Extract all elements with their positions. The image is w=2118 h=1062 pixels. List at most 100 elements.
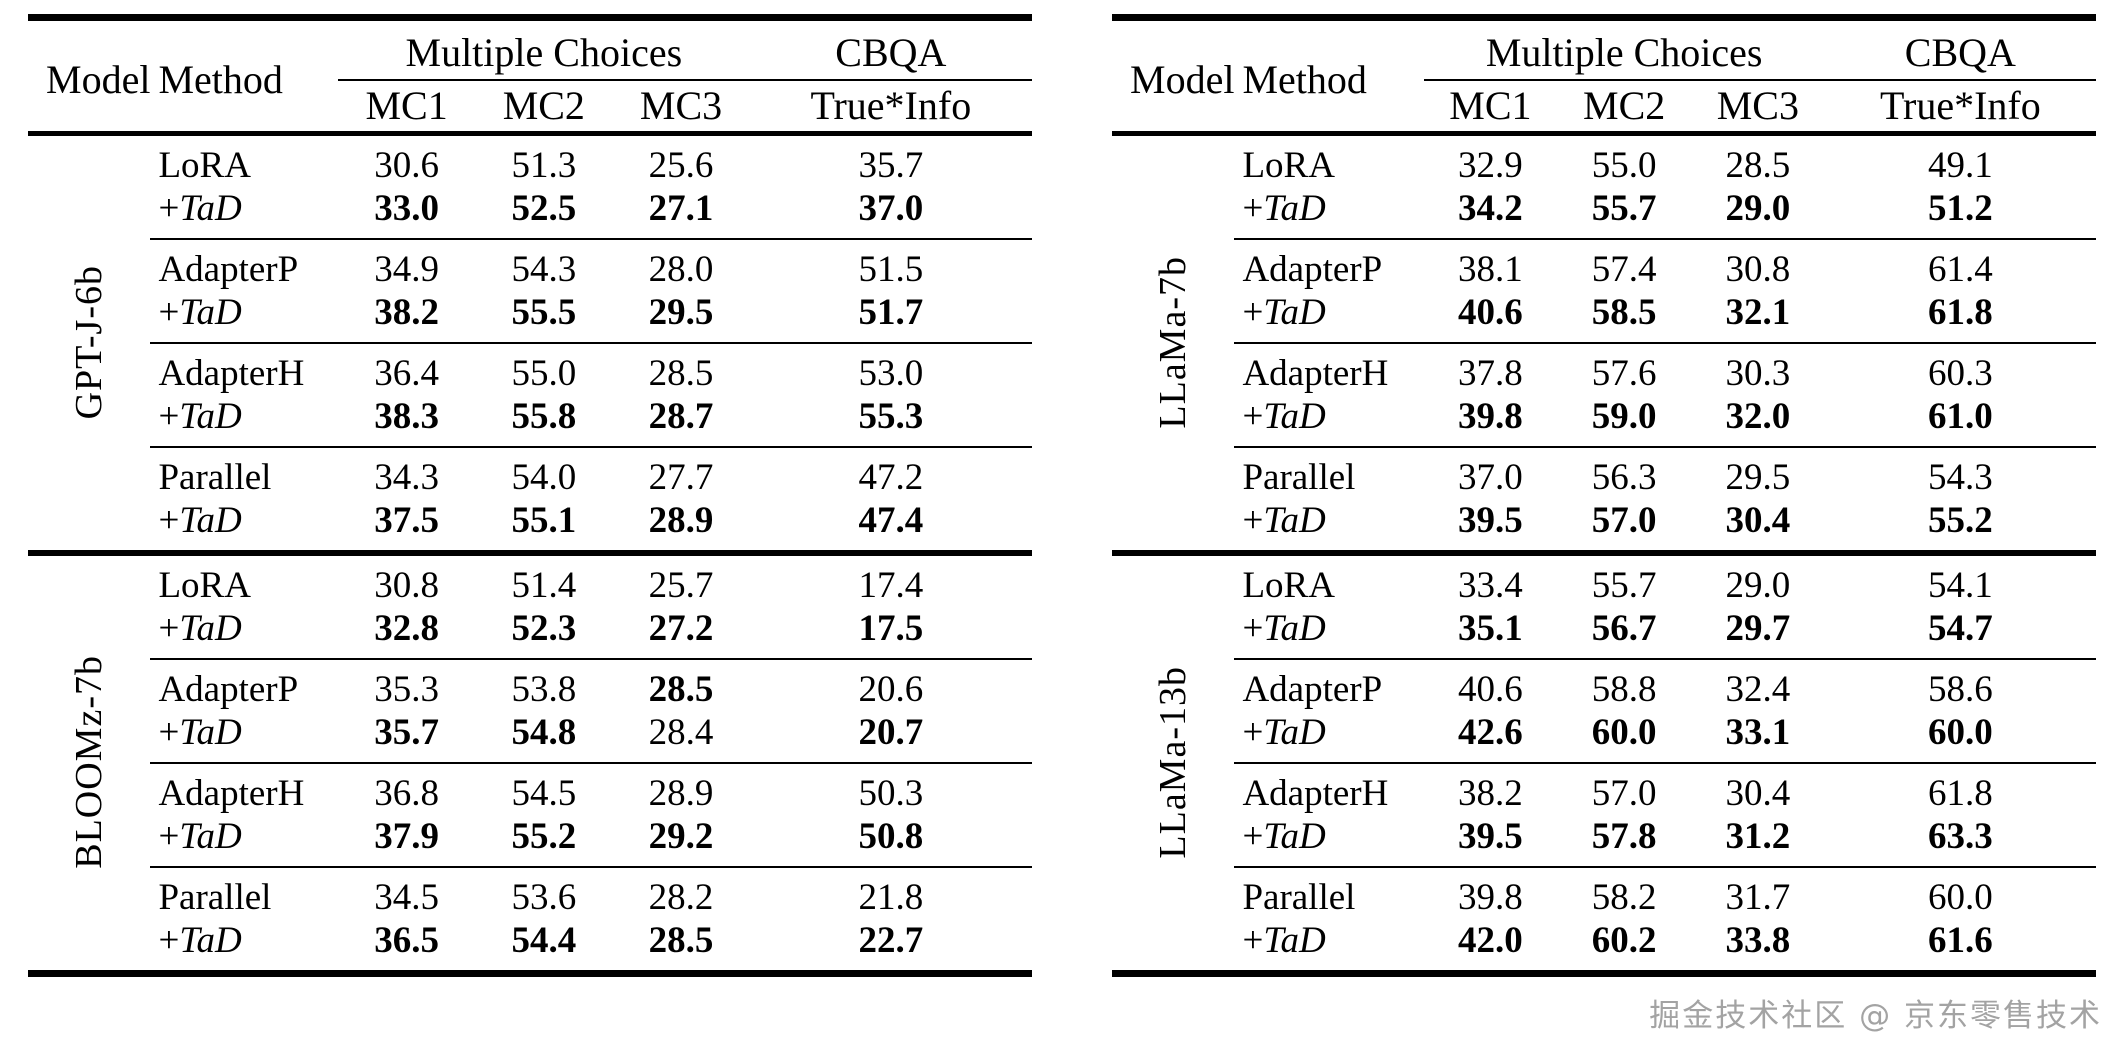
header-model: Model [1112,17,1235,136]
value-cell: 49.1 [1927,145,1993,186]
table-row: LLaMa-7b LoRA 32.9 55.0 28.5 49.1 [1112,134,2096,428]
model-label: LLaMa-7b [1112,134,1234,554]
value-cell: 32.8 [374,608,439,649]
value-cell: 28.9 [648,500,714,541]
value-cell: 31.2 [1725,816,1791,857]
table-row: AdapterP 35.3 53.8 28.5 20.6 [28,658,1032,711]
value-cell: 32.1 [1725,292,1791,333]
value-cell: 28.2 [612,866,750,919]
method-cell: LoRA [1242,145,1335,186]
table-row: +TaD 39.8 59.0 32.0 61.0 [1112,395,2096,447]
value-cell: 61.8 [1824,762,2096,815]
method-cell: +TaD [1242,816,1326,857]
table-row: AdapterH 36.4 55.0 28.5 53.0 [28,342,1032,395]
watermark: 掘金技术社区 @ 京东零售技术 [1649,998,2102,1034]
header-col-mc2: MC2 [475,79,613,136]
table-row: LLaMa-13b LoRA 33.4 55.7 29.0 54.1 [1112,550,2096,974]
value-cell: 36.4 [337,342,476,395]
value-cell: 54.0 [475,446,613,499]
value-cell: 54.5 [475,762,613,815]
value-cell: 35.1 [1458,608,1523,649]
table-row: +TaD 35.1 56.7 29.7 54.7 [1112,607,2096,659]
value-cell: 37.9 [374,816,439,857]
method-cell: LoRA [158,145,251,186]
value-cell: 51.3 [511,145,577,186]
value-cell: 37.5 [374,500,439,541]
value-cell: 33.8 [1725,920,1791,961]
value-cell: 32.0 [1725,396,1791,437]
method-cell: +TaD [1242,712,1326,753]
method-cell: +TaD [1242,188,1326,229]
model-label: BLOOMz-7b [28,550,151,974]
value-cell: 38.3 [374,396,439,437]
table-row: +TaD 32.8 52.3 27.2 17.5 [28,607,1032,659]
method-cell: +TaD [1242,608,1326,649]
method-cell: AdapterH [1234,762,1424,815]
value-cell: 29.0 [1691,550,1825,607]
header-group-cbqa: CBQA [749,17,1032,81]
value-cell: 47.2 [749,446,1032,499]
model-label-text: LLaMa-7b [1152,255,1195,429]
table-row: +TaD 39.5 57.8 31.2 63.3 [1112,815,2096,867]
table-row: +TaD 34.2 55.7 29.0 51.2 [1112,187,2096,239]
method-cell: Parallel [1234,446,1424,499]
value-cell: 20.7 [858,712,924,753]
value-cell: 57.4 [1557,238,1691,291]
method-cell: +TaD [1242,396,1326,437]
value-cell: 54.3 [475,238,613,291]
method-cell: AdapterH [150,342,338,395]
value-cell: 42.0 [1458,920,1523,961]
value-cell: 55.2 [511,816,577,857]
value-cell: 22.7 [858,920,924,961]
value-cell: 39.5 [1458,816,1523,857]
value-cell: 27.7 [612,446,750,499]
value-cell: 29.2 [648,816,714,857]
value-cell: 53.6 [475,866,613,919]
value-cell: 55.7 [1591,188,1657,229]
table-row: AdapterH 38.2 57.0 30.4 61.8 [1112,762,2096,815]
table-row: Parallel 37.0 56.3 29.5 54.3 [1112,446,2096,499]
value-cell: 32.4 [1691,658,1825,711]
value-cell: 60.0 [1591,712,1657,753]
table-row: Parallel 34.5 53.6 28.2 21.8 [28,866,1032,919]
table-row: +TaD 37.9 55.2 29.2 50.8 [28,815,1032,867]
value-cell: 55.2 [1927,500,1993,541]
method-cell: Parallel [150,866,338,919]
value-cell: 39.8 [1423,866,1558,919]
method-cell: +TaD [1242,292,1326,333]
header-method: Method [150,17,338,136]
value-cell: 54.8 [511,712,577,753]
table-row: +TaD 42.0 60.2 33.8 61.6 [1112,919,2096,974]
value-cell: 61.8 [1927,292,1993,333]
table-header-right: Model Method Multiple Choices CBQA MC1 M… [1112,17,2096,136]
header-col-mc2: MC2 [1557,79,1691,136]
model-label-text: GPT-J-6b [68,264,111,420]
value-cell: 50.8 [858,816,924,857]
value-cell: 29.5 [648,292,714,333]
value-cell: 54.3 [1824,446,2096,499]
value-cell: 53.8 [475,658,613,711]
value-cell: 35.7 [858,145,924,186]
value-cell: 38.2 [374,292,439,333]
value-cell: 59.0 [1591,396,1657,437]
method-cell: AdapterP [1234,238,1424,291]
value-cell: 56.7 [1591,608,1657,649]
value-cell: 55.0 [1591,145,1657,186]
value-cell: 52.5 [511,188,577,229]
header-model: Model [28,17,151,136]
table-row: +TaD 38.3 55.8 28.7 55.3 [28,395,1032,447]
method-cell: +TaD [158,188,242,229]
results-table-right: Model Method Multiple Choices CBQA MC1 M… [1112,14,2096,977]
value-cell: 39.5 [1458,500,1523,541]
value-cell: 29.5 [1691,446,1825,499]
value-cell: 30.4 [1725,500,1791,541]
value-cell: 55.3 [858,396,924,437]
value-cell: 40.6 [1423,658,1558,711]
value-cell: 61.0 [1927,396,1993,437]
table-row: +TaD 35.7 54.8 28.4 20.7 [28,711,1032,763]
value-cell: 38.1 [1423,238,1558,291]
method-cell: LoRA [150,550,338,607]
value-cell: 42.6 [1458,712,1523,753]
value-cell: 20.6 [749,658,1032,711]
